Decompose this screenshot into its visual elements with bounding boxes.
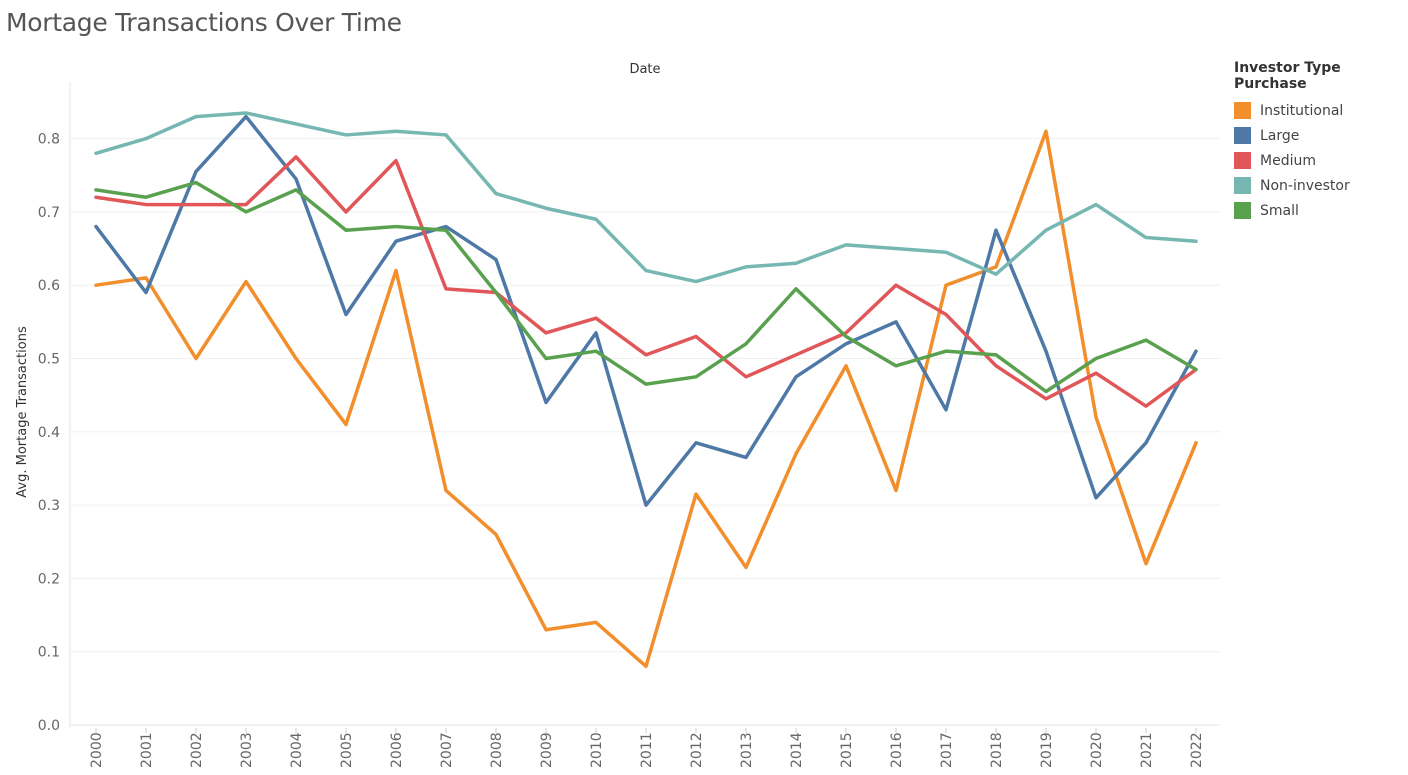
series-line-small[interactable] <box>94 180 1198 394</box>
x-tick-label: 2019 <box>1039 732 1055 768</box>
x-tick-label: 2017 <box>939 732 955 768</box>
x-tick-label: 2020 <box>1089 732 1105 768</box>
series-line-institutional[interactable] <box>94 129 1198 669</box>
x-tick-label: 2016 <box>889 732 905 768</box>
legend-swatch <box>1234 202 1251 219</box>
x-tick-label: 2014 <box>789 732 805 768</box>
legend-item-large[interactable]: Large <box>1234 123 1408 148</box>
series-line-medium[interactable] <box>94 155 1198 408</box>
series-lines <box>94 111 1198 669</box>
legend-label: Large <box>1260 127 1300 144</box>
series-line-non-investor[interactable] <box>94 111 1198 284</box>
x-tick-label: 2022 <box>1189 732 1205 768</box>
legend-items: Institutional Large Medium Non-investor Smal… <box>1234 98 1408 223</box>
x-tick-label: 2015 <box>839 732 855 768</box>
legend-item-small[interactable]: Small <box>1234 198 1408 223</box>
x-axis-ticks: 2000 2001 2002 2003 2004 2005 2006 2007 2008 2009… <box>89 728 1205 768</box>
legend-swatch <box>1234 177 1251 194</box>
legend-label: Non-investor <box>1260 177 1350 194</box>
legend-item-medium[interactable]: Medium <box>1234 148 1408 173</box>
x-tick-label: 2002 <box>189 732 205 768</box>
x-tick-label: 2006 <box>389 732 405 768</box>
y-tick-label: 0.3 <box>38 498 60 514</box>
y-axis-title: Avg. Mortage Transactions <box>15 326 30 498</box>
legend-swatch <box>1234 152 1251 169</box>
y-tick-label: 0.8 <box>38 132 60 148</box>
x-tick-label: 2005 <box>339 732 355 768</box>
legend-item-institutional[interactable]: Institutional <box>1234 98 1408 123</box>
y-tick-label: 0.5 <box>38 352 60 368</box>
x-tick-label: 2009 <box>539 732 555 768</box>
y-tick-label: 0.4 <box>38 425 60 441</box>
legend-label: Medium <box>1260 152 1316 169</box>
x-tick-label: 2012 <box>689 732 705 768</box>
series-line-large[interactable] <box>94 114 1198 507</box>
y-axis-ticks: 0.0 0.1 0.2 0.3 0.4 0.5 0.6 0.7 0.8 <box>38 132 60 734</box>
y-tick-label: 0.1 <box>38 645 60 661</box>
legend-title: Investor Type Purchase <box>1234 60 1341 92</box>
y-tick-label: 0.2 <box>38 571 60 587</box>
y-tick-label: 0.6 <box>38 278 60 294</box>
column-header: Date <box>629 62 660 77</box>
legend: Investor Type Purchase Institutional Larg… <box>1234 60 1408 223</box>
x-tick-label: 2007 <box>439 732 455 768</box>
x-tick-label: 2013 <box>739 732 755 768</box>
legend-swatch <box>1234 102 1251 119</box>
y-tick-label: 0.0 <box>38 718 60 734</box>
x-tick-label: 2008 <box>489 732 505 768</box>
x-tick-label: 2011 <box>639 732 655 768</box>
legend-item-non-investor[interactable]: Non-investor <box>1234 173 1408 198</box>
x-tick-label: 2001 <box>139 732 155 768</box>
x-tick-label: 2018 <box>989 732 1005 768</box>
legend-label: Small <box>1260 202 1299 219</box>
legend-label: Institutional <box>1260 102 1344 119</box>
y-tick-label: 0.7 <box>38 205 60 221</box>
gridlines <box>69 82 1220 728</box>
chart-title: Mortage Transactions Over Time <box>6 8 402 37</box>
x-tick-label: 2000 <box>89 732 105 768</box>
legend-swatch <box>1234 127 1251 144</box>
x-tick-label: 2021 <box>1139 732 1155 768</box>
x-tick-label: 2004 <box>289 732 305 768</box>
x-tick-label: 2010 <box>589 732 605 768</box>
x-tick-label: 2003 <box>239 732 255 768</box>
